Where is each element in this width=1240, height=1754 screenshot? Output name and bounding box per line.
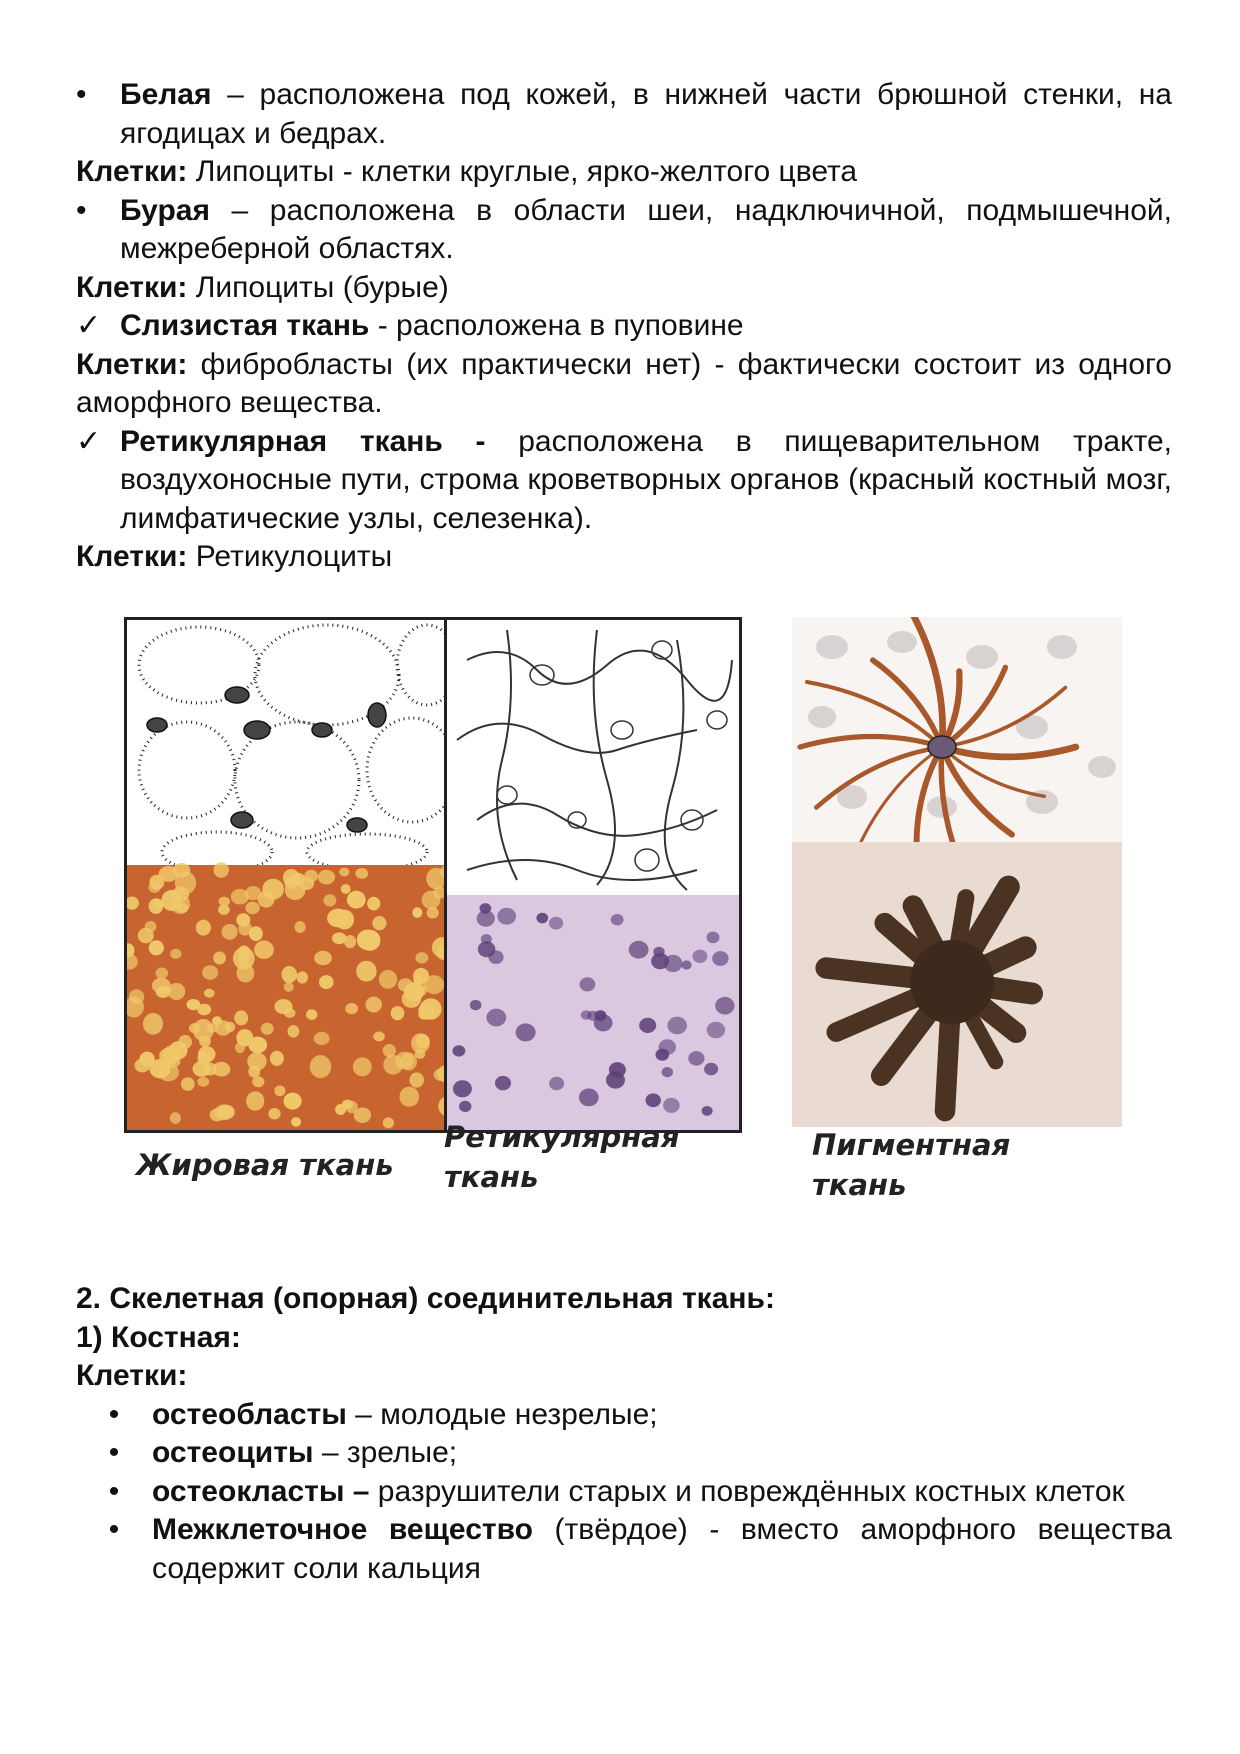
bullet-icon: •: [76, 78, 87, 111]
checkmark-icon: ✓: [76, 309, 102, 342]
cells-label: Клетки:: [76, 1359, 188, 1392]
pigment-tissue-image: [792, 617, 1122, 1127]
list-item: • остеоциты – зрелые;: [76, 1434, 1172, 1473]
adipose-tissue-image: [124, 617, 462, 1133]
bullet-icon: •: [76, 193, 87, 227]
white-fat-cells-text: Липоциты - клетки круглые, ярко-желтого …: [187, 155, 858, 188]
item-term: остеобласты: [152, 1397, 347, 1431]
bullet-icon: •: [108, 1436, 120, 1469]
mucous-tissue-cells: Клетки: фибробласты (их практически нет)…: [76, 346, 1172, 423]
brown-fat-title: Бурая: [120, 193, 210, 227]
brown-fat-cells-text: Липоциты (бурые): [187, 270, 449, 304]
caption-pigment-line2: ткань: [812, 1168, 907, 1202]
list-item: • остеобласты – молодые незрелые;: [76, 1396, 1172, 1435]
mucous-tissue-text: - расположена в пуповине: [369, 309, 744, 342]
brown-fat-item: • Бурая – расположена в области шеи, над…: [76, 192, 1172, 269]
caption-reticular-line2: ткань: [444, 1160, 539, 1194]
section-subheading: 1) Костная:: [76, 1320, 241, 1354]
cells-label: Клетки:: [76, 155, 188, 188]
white-fat-title: Белая: [120, 78, 212, 111]
white-fat-text: – расположена под кожей, в нижней части …: [120, 78, 1172, 150]
mucous-tissue-title: Слизистая ткань: [120, 309, 370, 342]
list-item: • остеокласты – разрушители старых и пов…: [76, 1473, 1172, 1512]
bullet-icon: •: [108, 1474, 120, 1508]
reticular-tissue-image: [444, 617, 742, 1133]
reticular-tissue-cells-text: Ретикулоциты: [187, 540, 393, 573]
item-text: – молодые незрелые;: [346, 1397, 658, 1431]
cells-label: Клетки:: [76, 270, 188, 304]
white-fat-cells: Клетки: Липоциты - клетки круглые, ярко-…: [76, 153, 1172, 192]
tissue-types-section: • Белая – расположена под кожей, в нижне…: [76, 76, 1172, 577]
reticular-tissue-cells: Клетки: Ретикулоциты: [76, 538, 1172, 577]
bullet-icon: •: [108, 1513, 120, 1546]
item-text: (твёрдое) - вместо аморфного вещества со…: [152, 1513, 1172, 1585]
caption-pigment: Пигментная ткань: [812, 1125, 1010, 1205]
caption-reticular: Ретикулярная ткань: [444, 1117, 679, 1197]
item-text: – зрелые;: [313, 1436, 458, 1469]
mucous-tissue-cells-text: фибробласты (их практически нет) - факти…: [76, 347, 1172, 420]
reticular-tissue-text: расположена в пищеварительном тракте, во…: [120, 424, 1172, 535]
bone-cells-list: • остеобласты – молодые незрелые; • осте…: [76, 1396, 1172, 1589]
bullet-icon: •: [108, 1397, 120, 1431]
item-text: разрушители старых и повреждённых костны…: [369, 1474, 1125, 1508]
checkmark-icon: ✓: [76, 424, 102, 458]
caption-adipose: Жировая ткань: [136, 1148, 394, 1182]
caption-pigment-line1: Пигментная: [812, 1128, 1011, 1162]
mucous-tissue-item: ✓ Слизистая ткань - расположена в пупови…: [76, 307, 1172, 346]
reticular-tissue-item: ✓ Ретикулярная ткань - расположена в пищ…: [76, 423, 1172, 539]
caption-reticular-line1: Ретикулярная: [444, 1120, 680, 1154]
tissue-figure: Жировая ткань: [124, 617, 1124, 1237]
item-term: остеокласты –: [152, 1474, 370, 1508]
brown-fat-text: – расположена в области шеи, надключично…: [120, 193, 1172, 266]
brown-fat-cells: Клетки: Липоциты (бурые): [76, 269, 1172, 308]
item-term: Межклеточное вещество: [152, 1513, 533, 1546]
cells-label: Клетки:: [76, 540, 188, 573]
reticular-tissue-title: Ретикулярная ткань -: [120, 424, 486, 458]
skeletal-tissue-section: 2. Скелетная (опорная) соединительная тк…: [76, 1280, 1172, 1588]
list-item: • Межклеточное вещество (твёрдое) - вмес…: [76, 1511, 1172, 1588]
section-heading: 2. Скелетная (опорная) соединительная тк…: [76, 1282, 775, 1315]
item-term: остеоциты: [152, 1436, 314, 1469]
white-fat-item: • Белая – расположена под кожей, в нижне…: [76, 76, 1172, 153]
cells-label: Клетки:: [76, 347, 188, 381]
